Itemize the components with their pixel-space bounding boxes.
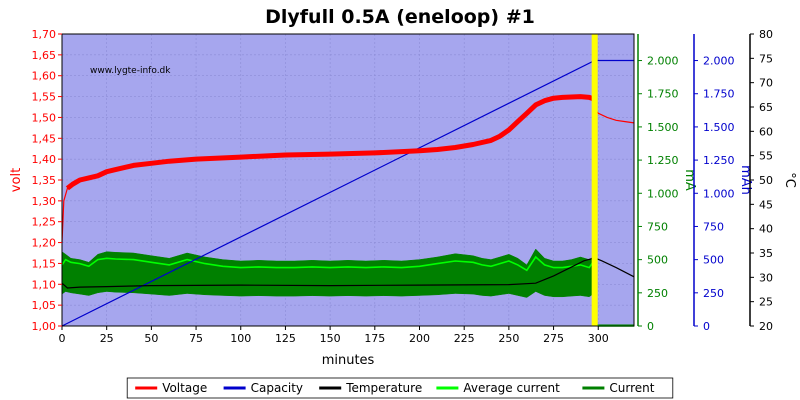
volt-tick-label: 1,60: [32, 70, 57, 83]
ma-tick-label: 500: [647, 254, 668, 267]
mah-tick-label: 1.250: [703, 154, 735, 167]
x-tick-label: 100: [230, 332, 251, 345]
mah-tick-label: 0: [703, 320, 710, 333]
ma-tick-label: 1.750: [647, 88, 679, 101]
ma-tick-label: 0: [647, 320, 654, 333]
temp-tick-label: 70: [759, 77, 773, 90]
volt-tick-label: 1,10: [32, 278, 57, 291]
volt-tick-label: 1,65: [32, 49, 57, 62]
x-tick-label: 250: [498, 332, 519, 345]
x-tick-label: 150: [320, 332, 341, 345]
mah-tick-label: 1.750: [703, 88, 735, 101]
temp-tick-label: 80: [759, 28, 773, 41]
ma-tick-label: 750: [647, 220, 668, 233]
x-tick-label: 50: [144, 332, 158, 345]
volt-tick-label: 1,00: [32, 320, 57, 333]
mah-tick-label: 2.000: [703, 55, 735, 68]
volt-tick-label: 1,05: [32, 299, 57, 312]
x-tick-label: 175: [364, 332, 385, 345]
volt-tick-label: 1,30: [32, 195, 57, 208]
x-tick-label: 300: [588, 332, 609, 345]
temp-tick-label: 50: [759, 174, 773, 187]
volt-tick-label: 1,55: [32, 91, 57, 104]
legend-average-current-label: Average current: [463, 381, 560, 395]
mah-tick-label: 250: [703, 287, 724, 300]
ma-tick-label: 1.500: [647, 121, 679, 134]
volt-tick-label: 1,25: [32, 216, 57, 229]
ma-tick-label: 2.000: [647, 55, 679, 68]
x-tick-label: 75: [189, 332, 203, 345]
volt-tick-label: 1,40: [32, 153, 57, 166]
volt-tick-label: 1,45: [32, 132, 57, 145]
volt-tick-label: 1,50: [32, 111, 57, 124]
ma-tick-label: 250: [647, 287, 668, 300]
volt-axis-label: volt: [9, 168, 24, 192]
legend-current-label: Current: [609, 381, 654, 395]
x-axis-label: minutes: [322, 353, 375, 368]
watermark-text: www.lygte-info.dk: [90, 66, 171, 76]
ma-tick-label: 1.000: [647, 187, 679, 200]
temp-tick-label: 25: [759, 296, 773, 309]
legend-voltage-label: Voltage: [162, 381, 207, 395]
ma-tick-label: 1.250: [647, 154, 679, 167]
volt-tick-label: 1,35: [32, 174, 57, 187]
temp-tick-label: 45: [759, 198, 773, 211]
mah-tick-label: 500: [703, 254, 724, 267]
temp-tick-label: 60: [759, 125, 773, 138]
x-tick-label: 275: [543, 332, 564, 345]
temp-tick-label: 40: [759, 223, 773, 236]
x-tick-label: 125: [275, 332, 296, 345]
volt-tick-label: 1,20: [32, 237, 57, 250]
temp-tick-label: 75: [759, 52, 773, 65]
chart-title: Dlyfull 0.5A (eneloop) #1: [265, 6, 535, 28]
volt-tick-label: 1,15: [32, 257, 57, 270]
mah-tick-label: 1.500: [703, 121, 735, 134]
end-marker: [592, 34, 598, 326]
temp-tick-label: 55: [759, 150, 773, 163]
legend-capacity-label: Capacity: [251, 381, 303, 395]
x-tick-label: 225: [454, 332, 475, 345]
x-tick-label: 200: [409, 332, 430, 345]
temp-tick-label: 35: [759, 247, 773, 260]
legend-temperature-label: Temperature: [345, 381, 422, 395]
temp-axis-label: °C: [782, 172, 797, 188]
x-tick-label: 0: [59, 332, 66, 345]
temp-tick-label: 65: [759, 101, 773, 114]
mah-tick-label: 750: [703, 220, 724, 233]
mah-tick-label: 1.000: [703, 187, 735, 200]
legend: Voltage Capacity Temperature Average curren…: [127, 378, 673, 398]
volt-tick-label: 1,70: [32, 28, 57, 41]
x-tick-label: 25: [100, 332, 114, 345]
temp-tick-label: 20: [759, 320, 773, 333]
temp-tick-label: 30: [759, 271, 773, 284]
